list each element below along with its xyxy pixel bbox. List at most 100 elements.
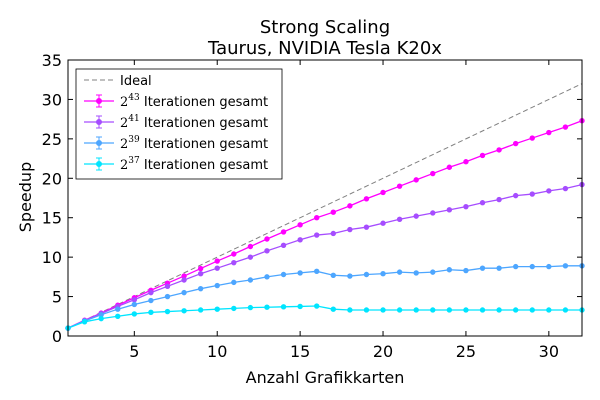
series-0-point-14 <box>280 229 287 235</box>
series-2-point-29 <box>529 263 535 270</box>
series-2-point-25 <box>463 267 469 274</box>
series-0-point-11 <box>231 251 237 257</box>
x-tick-label-30: 30 <box>539 342 559 361</box>
series-3-point-9 <box>197 307 204 313</box>
series-2-point-13 <box>264 274 270 280</box>
legend-marker-3 <box>96 161 102 167</box>
series-2-point-18 <box>347 273 353 279</box>
ideal-line <box>67 83 583 329</box>
series-0-point-21 <box>396 183 403 189</box>
series-0-point-27 <box>496 147 502 153</box>
series-3-point-7 <box>164 308 171 315</box>
y-tick-label-10: 10 <box>42 248 62 267</box>
y-tick-label-35: 35 <box>42 51 62 70</box>
series-1-point-29 <box>529 191 535 197</box>
legend-label-1: 241 Iterationen gesamt <box>120 114 268 131</box>
series-2-point-19 <box>363 271 370 278</box>
series-2-point-21 <box>396 269 403 275</box>
series-0-point-31 <box>562 124 569 130</box>
series-1-point-10 <box>214 265 220 271</box>
series-2-point-17 <box>330 272 336 278</box>
series-2-point-14 <box>280 271 287 278</box>
legend-ideal-label: Ideal <box>120 74 152 89</box>
series-2-point-26 <box>479 265 486 271</box>
series-3-point-16 <box>314 303 320 309</box>
series-2-point-24 <box>446 267 453 273</box>
series-3-point-26 <box>479 307 486 313</box>
series-3-point-20 <box>380 307 386 313</box>
series-2-point-4 <box>115 306 121 312</box>
series-3-point-2 <box>81 319 88 325</box>
legend-label-2: 239 Iterationen gesamt <box>120 135 268 152</box>
series-1-point-9 <box>197 271 204 277</box>
series-1-point-7 <box>164 283 171 290</box>
y-axis-label: Speedup <box>16 162 35 232</box>
series-line-1 <box>67 183 583 329</box>
legend-marker-2 <box>96 140 102 146</box>
legend-label-0: 243 Iterationen gesamt <box>120 93 268 110</box>
series-1-point-8 <box>181 277 187 283</box>
series-2-point-28 <box>512 263 519 270</box>
chart-subtitle: Taurus, NVIDIA Tesla K20x <box>207 38 442 59</box>
series-3-point-11 <box>231 305 237 312</box>
series-1-point-28 <box>512 192 519 199</box>
series-3-point-23 <box>430 307 436 313</box>
x-tick-label-10: 10 <box>207 342 227 361</box>
series-3-point-25 <box>463 307 469 313</box>
series-2-point-5 <box>131 301 138 308</box>
series-2-point-31 <box>562 263 569 269</box>
plot-area: 5 10 15 20 25 30 0 5 10 15 20 25 30 35 <box>42 51 585 361</box>
series-1-point-23 <box>430 210 436 216</box>
series-line-2 <box>67 265 582 329</box>
series-line-0 <box>67 120 583 329</box>
series-0-point-9 <box>197 265 204 272</box>
series-1-point-12 <box>247 254 254 260</box>
series-1-point-15 <box>297 237 303 243</box>
series-1-point-18 <box>347 226 353 233</box>
series-0-point-25 <box>463 159 469 165</box>
series-1-point-26 <box>479 200 486 206</box>
x-tick-label-5: 5 <box>129 342 139 361</box>
series-2-point-16 <box>314 268 320 275</box>
series-3-point-30 <box>546 307 552 313</box>
series-2-point-10 <box>214 282 220 289</box>
series-0-point-15 <box>297 222 303 228</box>
series-0-point-16 <box>314 215 320 221</box>
series-0-point-19 <box>363 196 370 202</box>
series-1-point-6 <box>148 289 154 296</box>
series-3-point-21 <box>396 307 403 313</box>
series-2-point-12 <box>247 277 254 283</box>
series-1-point-24 <box>446 207 453 213</box>
legend-marker-1 <box>96 119 102 125</box>
series-2-point-20 <box>380 271 386 277</box>
series-0-point-18 <box>347 203 353 209</box>
series-2-point-15 <box>297 270 303 276</box>
series-1-point-13 <box>264 248 270 254</box>
series-2-point-7 <box>164 293 171 300</box>
y-tick-label-30: 30 <box>42 90 62 109</box>
series-1-point-17 <box>330 230 336 237</box>
series-3-point-24 <box>446 307 453 313</box>
series-2-point-11 <box>231 279 237 286</box>
x-tick-label-20: 20 <box>373 342 393 361</box>
legend-label-3: 237 Iterationen gesamt <box>120 156 268 173</box>
series-2-point-27 <box>496 265 502 271</box>
series-1-point-22 <box>413 213 419 219</box>
series-1-point-20 <box>380 220 386 226</box>
series-3-point-6 <box>148 309 154 316</box>
series-line-3 <box>67 305 582 329</box>
series-0-point-20 <box>380 189 386 196</box>
series-0-point-29 <box>529 135 535 141</box>
legend-box <box>75 68 283 180</box>
y-tick-label-5: 5 <box>52 288 62 307</box>
series-0-point-28 <box>512 140 519 147</box>
series-2-point-30 <box>546 263 552 270</box>
series-3-point-15 <box>297 303 303 310</box>
y-tick-label-15: 15 <box>42 209 62 228</box>
series-1-point-30 <box>546 188 552 194</box>
series-0-point-26 <box>479 152 486 159</box>
x-tick-label-15: 15 <box>290 342 310 361</box>
series-0-point-30 <box>546 129 552 136</box>
series-0-point-22 <box>413 177 419 183</box>
